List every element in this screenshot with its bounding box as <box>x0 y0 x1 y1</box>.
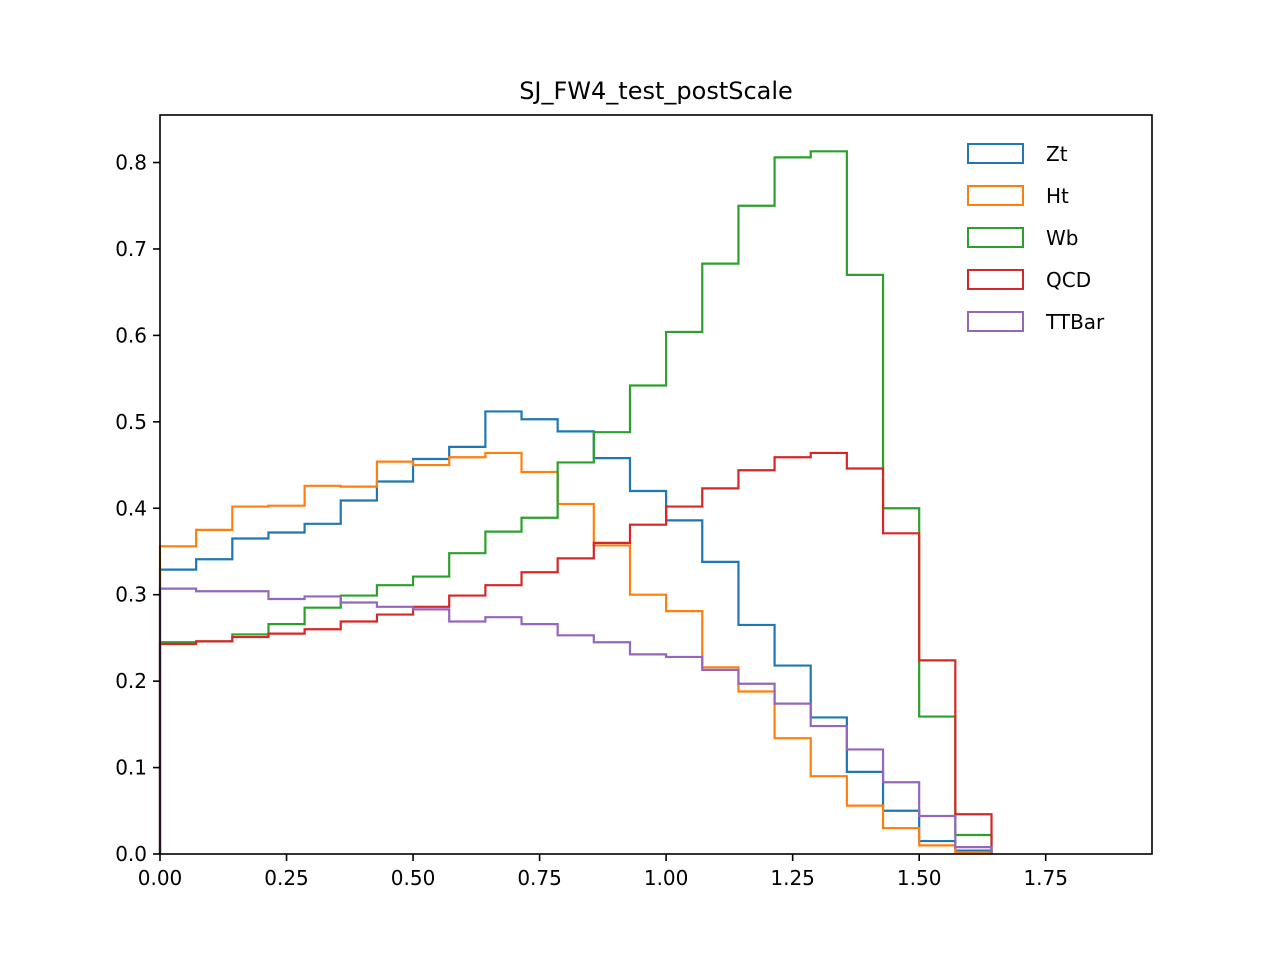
legend-item-zt: Zt <box>967 142 1068 166</box>
y-tick-label: 0.0 <box>115 842 147 866</box>
x-axis: 0.00 0.25 0.50 0.75 1.00 1.25 1.50 1.75 <box>138 854 1068 890</box>
x-tick-label: 1.75 <box>1023 866 1068 890</box>
x-tick-label: 0.50 <box>391 866 436 890</box>
y-tick-label: 0.3 <box>115 583 147 607</box>
series-ht-line <box>158 451 993 854</box>
series-zt-line <box>158 410 993 854</box>
x-tick-label: 0.25 <box>264 866 309 890</box>
legend-swatch <box>967 143 1024 164</box>
legend-label: Wb <box>1046 226 1078 250</box>
legend: Zt Ht Wb QCD TTBar <box>967 142 1105 334</box>
legend-swatch <box>967 227 1024 248</box>
legend-item-qcd: QCD <box>967 268 1091 292</box>
chart-title: SJ_FW4_test_postScale <box>519 77 793 105</box>
legend-swatch <box>967 185 1024 206</box>
series-ttbar-line <box>158 587 993 854</box>
x-tick-label: 0.75 <box>517 866 562 890</box>
series-wb-line <box>158 150 993 854</box>
x-tick-label: 1.50 <box>897 866 942 890</box>
x-tick-label: 1.00 <box>644 866 689 890</box>
x-tick-label: 0.00 <box>138 866 183 890</box>
legend-label: TTBar <box>1045 310 1105 334</box>
legend-item-wb: Wb <box>967 226 1078 250</box>
series-qcd-line <box>158 451 993 854</box>
y-tick-label: 0.1 <box>115 756 147 780</box>
legend-label: QCD <box>1046 268 1091 292</box>
legend-label: Zt <box>1046 142 1068 166</box>
y-tick-label: 0.4 <box>115 496 147 520</box>
y-axis: 0.0 0.1 0.2 0.3 0.4 0.5 0.6 0.7 0.8 <box>115 151 160 866</box>
y-tick-label: 0.7 <box>115 237 147 261</box>
y-tick-label: 0.8 <box>115 151 147 175</box>
legend-item-ttbar: TTBar <box>967 310 1105 334</box>
x-tick-label: 1.25 <box>770 866 815 890</box>
legend-item-ht: Ht <box>967 184 1069 208</box>
y-tick-label: 0.6 <box>115 323 147 347</box>
legend-swatch <box>967 311 1024 332</box>
y-tick-label: 0.5 <box>115 410 147 434</box>
plot-frame <box>159 114 1153 855</box>
legend-label: Ht <box>1046 184 1069 208</box>
y-tick-label: 0.2 <box>115 669 147 693</box>
legend-swatch <box>967 269 1024 290</box>
series-layer <box>158 150 993 854</box>
